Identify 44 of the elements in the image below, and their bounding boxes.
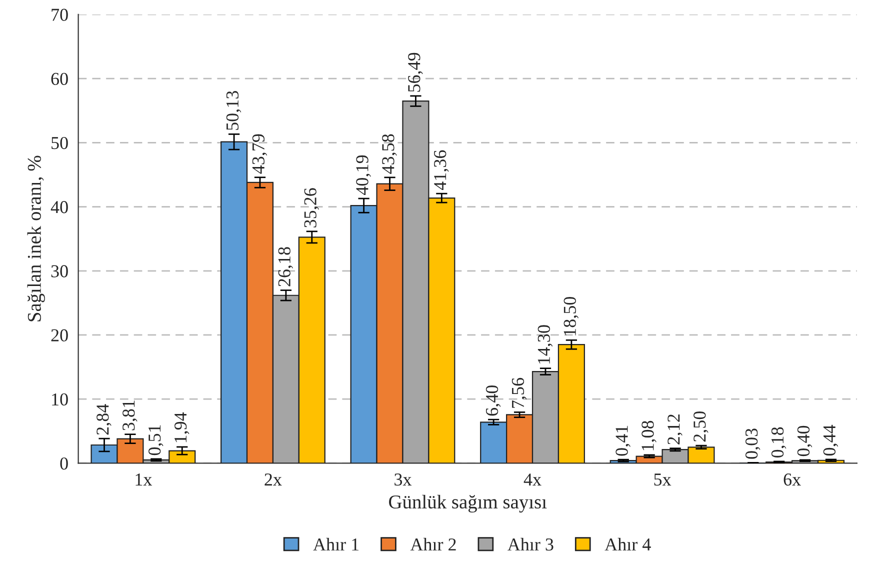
x-tick-label: 4x: [524, 474, 542, 486]
legend-label: Ahır 4: [604, 538, 651, 550]
data-label: 0,44: [823, 424, 838, 456]
data-label: 3,81: [122, 400, 138, 430]
data-label: 0,51: [148, 425, 164, 456]
y-tick-label: 70: [52, 8, 68, 21]
data-label: 6,40: [486, 385, 501, 416]
x-axis-title: Günlük sağım sayısı: [389, 494, 547, 513]
y-tick-label: 60: [51, 72, 68, 86]
legend-label: Ahır 1: [313, 538, 359, 550]
legend-label: Ahır 2: [410, 538, 456, 550]
data-label: 56,49: [408, 52, 423, 92]
data-label: 0,41: [616, 426, 630, 456]
data-label: 2,12: [668, 414, 682, 444]
y-tick-label: 0: [60, 457, 68, 470]
data-label: 41,36: [434, 150, 449, 190]
y-tick-label: 40: [50, 201, 68, 214]
legend-label: Ahır 3: [508, 538, 554, 551]
y-tick-label: 50: [52, 136, 68, 150]
data-label: 7,56: [512, 378, 527, 408]
y-tick-label: 10: [52, 393, 68, 406]
data-label: 0,03: [745, 428, 760, 459]
x-tick-label: 3x: [394, 473, 412, 486]
data-label: 26,18: [278, 247, 294, 286]
data-label: 18,50: [564, 296, 579, 336]
data-label: 2,84: [96, 404, 112, 435]
y-tick-label: 30: [51, 265, 68, 278]
data-label: 14,30: [538, 325, 553, 364]
data-label: 1,08: [642, 420, 656, 450]
x-tick-label: 1x: [136, 474, 152, 486]
data-label: 35,26: [304, 188, 320, 228]
y-axis-title: Sağılan inek oranı, %: [27, 156, 45, 322]
x-tick-label: 5x: [654, 474, 672, 486]
x-tick-label: 6x: [784, 473, 801, 486]
data-label: 40,19: [356, 155, 371, 195]
y-tick-label: 20: [51, 329, 68, 342]
data-label: 43,79: [252, 134, 268, 174]
data-label: 1,94: [174, 412, 190, 442]
data-label: 0,18: [771, 427, 786, 458]
data-label: 50,13: [226, 91, 242, 130]
data-label: 43,58: [382, 134, 397, 174]
x-tick-label: 2x: [264, 473, 282, 486]
data-label: 2,50: [694, 411, 708, 442]
data-label: 0,40: [797, 426, 812, 456]
